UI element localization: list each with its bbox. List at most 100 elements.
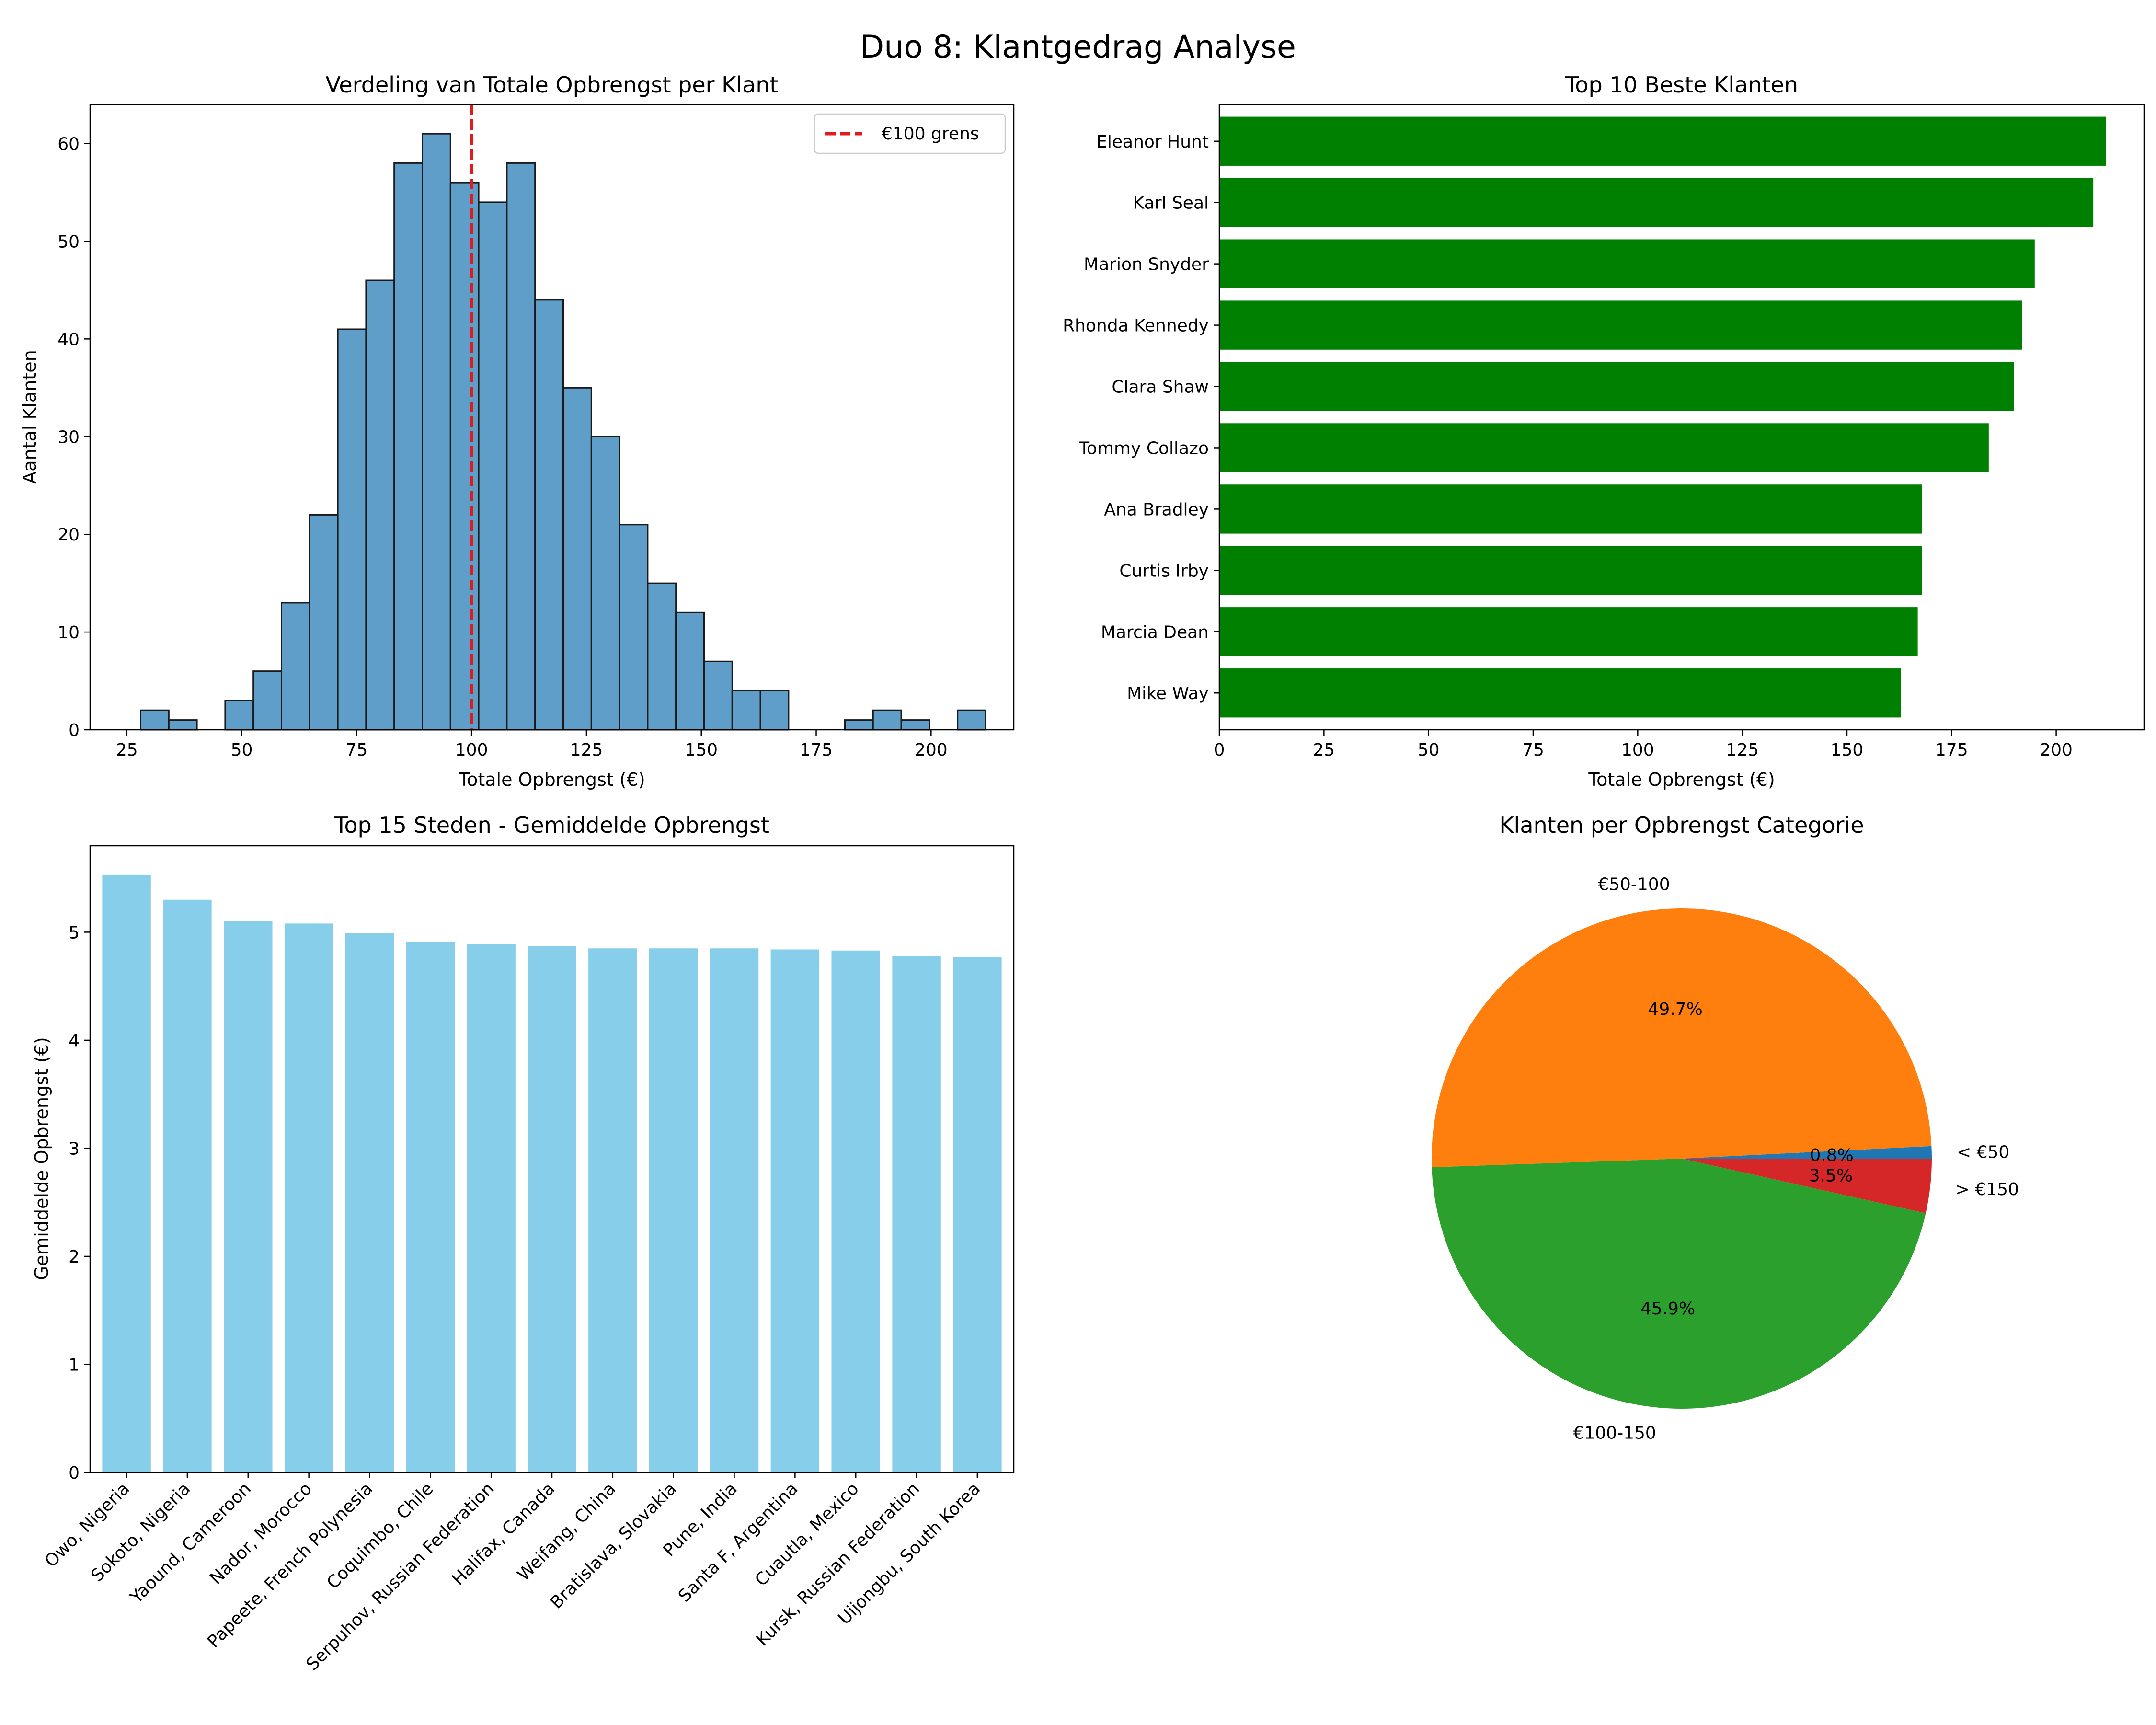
customer-bar-tommy-collazo: [1219, 423, 1989, 472]
customer-label-marion-snyder: Marion Snyder: [1084, 255, 1209, 275]
city-label-santa-f-argentina: Santa F, Argentina: [675, 1479, 802, 1606]
histogram-bar: [844, 719, 874, 731]
legend-label-100-grens: €100 grens: [882, 124, 979, 144]
city-bar-serpuhov-russian-federation: [467, 944, 516, 1472]
top-cities-axes-frame: [89, 845, 1015, 1473]
x-tick-label: 75: [1522, 740, 1544, 760]
histogram-panel: Verdeling van Totale Opbrengst per Klant…: [19, 72, 1015, 790]
top-cities-y-ticks: 0 1 2 3 4 5: [69, 923, 90, 1483]
x-tick-label: 0: [1214, 740, 1225, 760]
customer-label-mike-way: Mike Way: [1127, 684, 1209, 703]
top-customers-title: Top 10 Beste Klanten: [1565, 72, 1798, 98]
x-tick-label: 200: [915, 740, 948, 760]
customer-label-tommy-collazo: Tommy Collazo: [1078, 438, 1209, 458]
y-tick-label: 3: [69, 1139, 80, 1159]
histogram-bar: [675, 611, 705, 731]
y-tick-label: 30: [57, 427, 80, 447]
histogram-bars: [140, 133, 986, 731]
legend-box: [814, 113, 1006, 154]
city-label-cuautla-mexico: Cuautla, Mexico: [751, 1479, 862, 1590]
histogram-bar: [337, 328, 367, 731]
top-customers-axes-frame: [1218, 104, 2145, 731]
y-tick-label: 10: [57, 623, 80, 643]
pie-slices: [1432, 908, 1932, 1409]
city-bar-halifax-canada: [528, 946, 576, 1472]
x-tick-label: 125: [1726, 740, 1759, 760]
histogram-bar: [619, 524, 649, 731]
customer-label-curtis-irby: Curtis Irby: [1119, 561, 1209, 581]
city-bar-uijongbu-south-korea: [953, 957, 1002, 1472]
histogram-bar: [422, 133, 451, 731]
histogram-bar: [506, 162, 536, 731]
city-bar-nador-morocco: [284, 923, 333, 1472]
histogram-bar: [534, 299, 564, 731]
histogram-bar: [309, 514, 339, 731]
histogram-bar: [252, 670, 283, 731]
y-tick-label: 2: [69, 1247, 80, 1267]
histogram-bar: [872, 709, 902, 731]
x-tick-label: 150: [1831, 740, 1864, 760]
pie-slice-50-100: [1432, 908, 1932, 1168]
histogram-x-axis-label: Totale Opbrengst (€): [458, 769, 645, 790]
customer-label-karl-seal: Karl Seal: [1133, 194, 1209, 213]
histogram-bar: [449, 182, 480, 731]
city-bar-kursk-russian-federation: [892, 956, 941, 1472]
city-bar-santa-f-argentina: [770, 949, 820, 1472]
y-tick-label: 5: [69, 923, 80, 943]
city-label-yaound-cameroon: Yaound, Cameroon: [126, 1479, 255, 1608]
pie-label-50-100: €50-100: [1598, 874, 1670, 894]
x-tick-label: 175: [1935, 740, 1968, 760]
y-tick-label: 60: [57, 135, 80, 154]
histogram-bar: [478, 201, 508, 731]
category-pie-panel: Klanten per Opbrengst Categorie < €50 0.8…: [1432, 812, 2019, 1443]
customer-bar-rhonda-kennedy: [1219, 300, 2022, 350]
y-tick-label: 0: [69, 1463, 80, 1483]
customer-label-rhonda-kennedy: Rhonda Kennedy: [1063, 316, 1209, 336]
figure-title: Duo 8: Klantgedrag Analyse: [860, 29, 1296, 65]
city-bar-sokoto-nigeria: [163, 899, 212, 1472]
top-cities-y-axis-label: Gemiddelde Opbrengst (€): [31, 1037, 52, 1280]
category-pie-title: Klanten per Opbrengst Categorie: [1499, 812, 1864, 838]
city-bar-cuautla-mexico: [831, 950, 880, 1472]
histogram-bar: [957, 709, 986, 731]
city-label-halifax-canada: Halifax, Canada: [448, 1479, 559, 1589]
pie-label-150: > €150: [1955, 1180, 2019, 1199]
histogram-bar: [703, 660, 733, 731]
customer-bar-curtis-irby: [1219, 546, 1922, 595]
city-label-coquimbo-chile: Coquimbo, Chile: [323, 1479, 437, 1593]
pie-slice-150: [1682, 1159, 1932, 1213]
histogram-axes-frame: [89, 104, 1015, 731]
customer-label-eleanor-hunt: Eleanor Hunt: [1096, 132, 1209, 152]
x-tick-label: 25: [116, 740, 138, 760]
top-customers-x-axis-label: Totale Opbrengst (€): [1588, 769, 1775, 790]
y-tick-label: 0: [69, 721, 80, 740]
top-cities-title: Top 15 Steden - Gemiddelde Opbrengst: [334, 812, 769, 838]
top-customers-bars: [1219, 116, 2106, 718]
city-label-nador-morocco: Nador, Morocco: [206, 1479, 316, 1588]
x-tick-label: 150: [685, 740, 718, 760]
histogram-y-axis-label: Aantal Klanten: [19, 350, 40, 483]
histogram-bar: [140, 709, 170, 731]
histogram-bar: [365, 279, 395, 731]
customer-bar-karl-seal: [1219, 178, 2094, 227]
histogram-bar: [900, 719, 930, 731]
pie-label-100-150: €100-150: [1573, 1424, 1656, 1443]
top-cities-panel: Top 15 Steden - Gemiddelde Opbrengst 0 1 2…: [31, 812, 1015, 1675]
histogram-bar: [647, 582, 677, 731]
y-tick-label: 1: [69, 1355, 80, 1375]
histogram-bar: [393, 162, 424, 731]
x-tick-label: 200: [2040, 740, 2073, 760]
pie-pct-50: 0.8%: [1810, 1146, 1853, 1165]
customer-bar-marcia-dean: [1219, 607, 1918, 656]
customer-bar-eleanor-hunt: [1219, 116, 2106, 166]
histogram-bar: [731, 690, 761, 731]
city-bar-yaound-cameroon: [224, 921, 273, 1472]
y-tick-label: 50: [57, 232, 80, 252]
customer-bar-ana-bradley: [1219, 484, 1922, 534]
top-customers-y-ticks: Eleanor Hunt Karl Seal Marion Snyder Rhonda…: [1063, 132, 1219, 703]
customer-label-ana-bradley: Ana Bradley: [1104, 500, 1209, 519]
x-tick-label: 125: [570, 740, 603, 760]
histogram-x-ticks: 25 50 75 100 125 150 175 200: [116, 730, 948, 760]
city-bar-papeete-french-polynesia: [345, 933, 394, 1472]
